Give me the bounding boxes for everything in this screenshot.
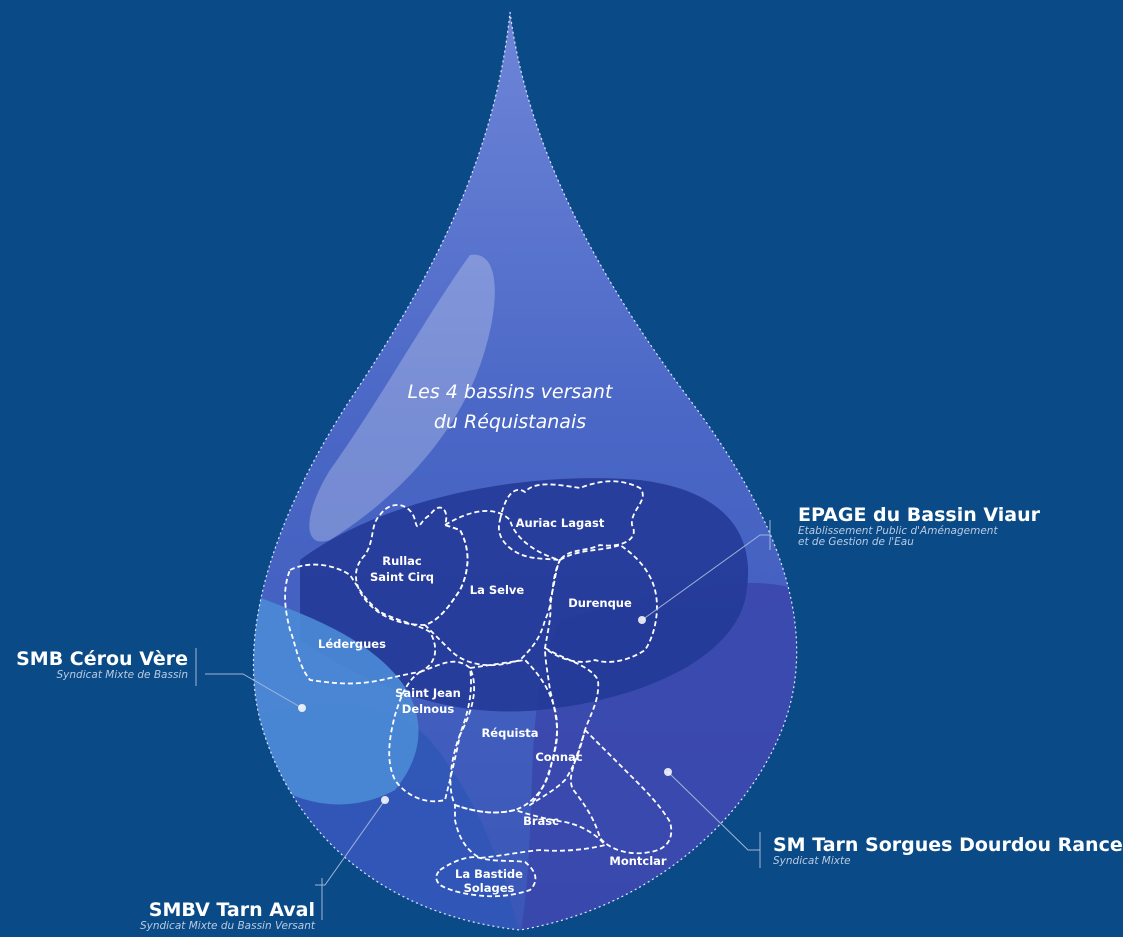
drop-highlight <box>309 254 495 542</box>
commune-durenque: Durenque <box>568 596 632 610</box>
label-smb-cerou-vere: SMB Cérou Vère Syndicat Mixte de Bassin <box>16 648 188 681</box>
leader-lines <box>195 520 771 920</box>
commune-ledergues: Lédergues <box>318 637 386 651</box>
basin-name: SM Tarn Sorgues Dourdou Rance <box>773 834 1123 856</box>
commune-auriac-lagast: Auriac Lagast <box>516 516 605 530</box>
zone-epage-viaur <box>300 478 749 712</box>
map-title-line2: du Réquistanais <box>434 411 586 433</box>
commune-saint-cirq: Saint Cirq <box>370 570 434 584</box>
basin-subtitle: et de Gestion de l'Eau <box>798 536 914 548</box>
basin-name: SMBV Tarn Aval <box>148 899 315 921</box>
label-epage-bassin-viaur: EPAGE du Bassin Viaur Etablissement Publ… <box>798 504 1040 548</box>
map-title-line1: Les 4 bassins versant <box>408 381 614 403</box>
basin-subtitle: Syndicat Mixte <box>773 855 851 867</box>
commune-brasc: Brasc <box>523 814 559 828</box>
zone-smb-cerou-vere <box>253 590 419 805</box>
commune-la-selve: La Selve <box>470 583 525 597</box>
commune-borders <box>284 480 673 898</box>
commune-la-bastide: La Bastide <box>455 867 523 881</box>
basin-markers <box>298 616 672 804</box>
label-smbv-tarn-aval: SMBV Tarn Aval Syndicat Mixte du Bassin … <box>140 899 315 932</box>
drop-outline <box>252 11 798 931</box>
basin-subtitle: Syndicat Mixte de Bassin <box>56 669 189 681</box>
basin-name: EPAGE du Bassin Viaur <box>798 504 1040 526</box>
commune-solages: Solages <box>464 881 515 895</box>
commune-saint-jean: Saint Jean <box>395 686 461 700</box>
commune-requista: Réquista <box>481 726 538 740</box>
basin-subtitle: Syndicat Mixte du Bassin Versant <box>139 920 315 932</box>
basin-name: SMB Cérou Vère <box>16 648 188 670</box>
commune-montclar: Montclar <box>609 854 667 868</box>
label-sm-tarn-sorgues-dourdou-rance: SM Tarn Sorgues Dourdou Rance Syndicat M… <box>773 834 1123 867</box>
commune-rullac: Rullac <box>382 554 422 568</box>
basin-subtitle: Etablissement Public d'Aménagement <box>798 525 998 537</box>
commune-delnous: Delnous <box>402 702 455 716</box>
commune-connac: Connac <box>535 750 582 764</box>
